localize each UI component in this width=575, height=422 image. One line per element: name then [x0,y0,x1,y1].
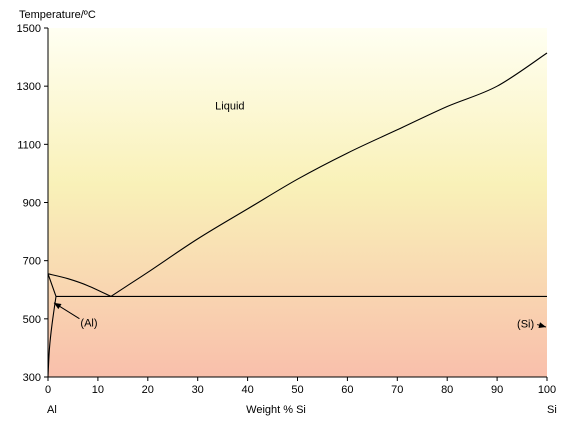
phase-boundary-1 [110,52,548,297]
y-tick-label: 1500 [17,23,41,35]
phase-boundaries [47,52,548,378]
y-tick-label: 300 [23,372,41,384]
x-tick-label: 20 [142,384,154,396]
x-tick-label: 10 [92,384,104,396]
x-tick-label: 70 [391,384,403,396]
x-axis-label: Weight % Si [246,404,306,416]
annotations: Liquid (Al) (Si) [53,100,547,331]
annotation-label: (Al) [80,318,97,330]
x-tick-label: 80 [441,384,453,396]
y-tick-label: 1100 [17,139,41,151]
x-ticks: 0 10 20 30 40 50 60 70 80 90 100 [45,377,556,396]
annotation-label: Liquid [215,100,244,112]
y-tick-label: 500 [23,314,41,326]
x-tick-label: 30 [192,384,204,396]
x-tick-label: 60 [341,384,353,396]
y-tick-label: 700 [23,256,41,268]
y-tick-label: 900 [23,198,41,210]
end-label-left: Al [47,404,57,416]
x-tick-label: 90 [491,384,503,396]
annotation-label: (Si) [517,319,534,331]
annotation-arrowhead [538,322,547,329]
x-tick-label: 40 [241,384,253,396]
x-tick-label: 100 [538,384,556,396]
plot-area [48,28,547,377]
annotation-arrowhead [53,302,62,310]
end-label-right: Si [547,404,557,416]
phase-boundary-3 [47,296,57,378]
y-axis-label: Temperature/ºC [19,9,96,21]
y-ticks: 300 500 700 900 1100 1300 1500 [17,23,48,384]
phase-boundary-2 [47,273,57,297]
x-tick-label: 0 [45,384,51,396]
y-tick-label: 1300 [17,81,41,93]
x-tick-label: 50 [291,384,303,396]
phase-boundary-0 [47,273,112,297]
